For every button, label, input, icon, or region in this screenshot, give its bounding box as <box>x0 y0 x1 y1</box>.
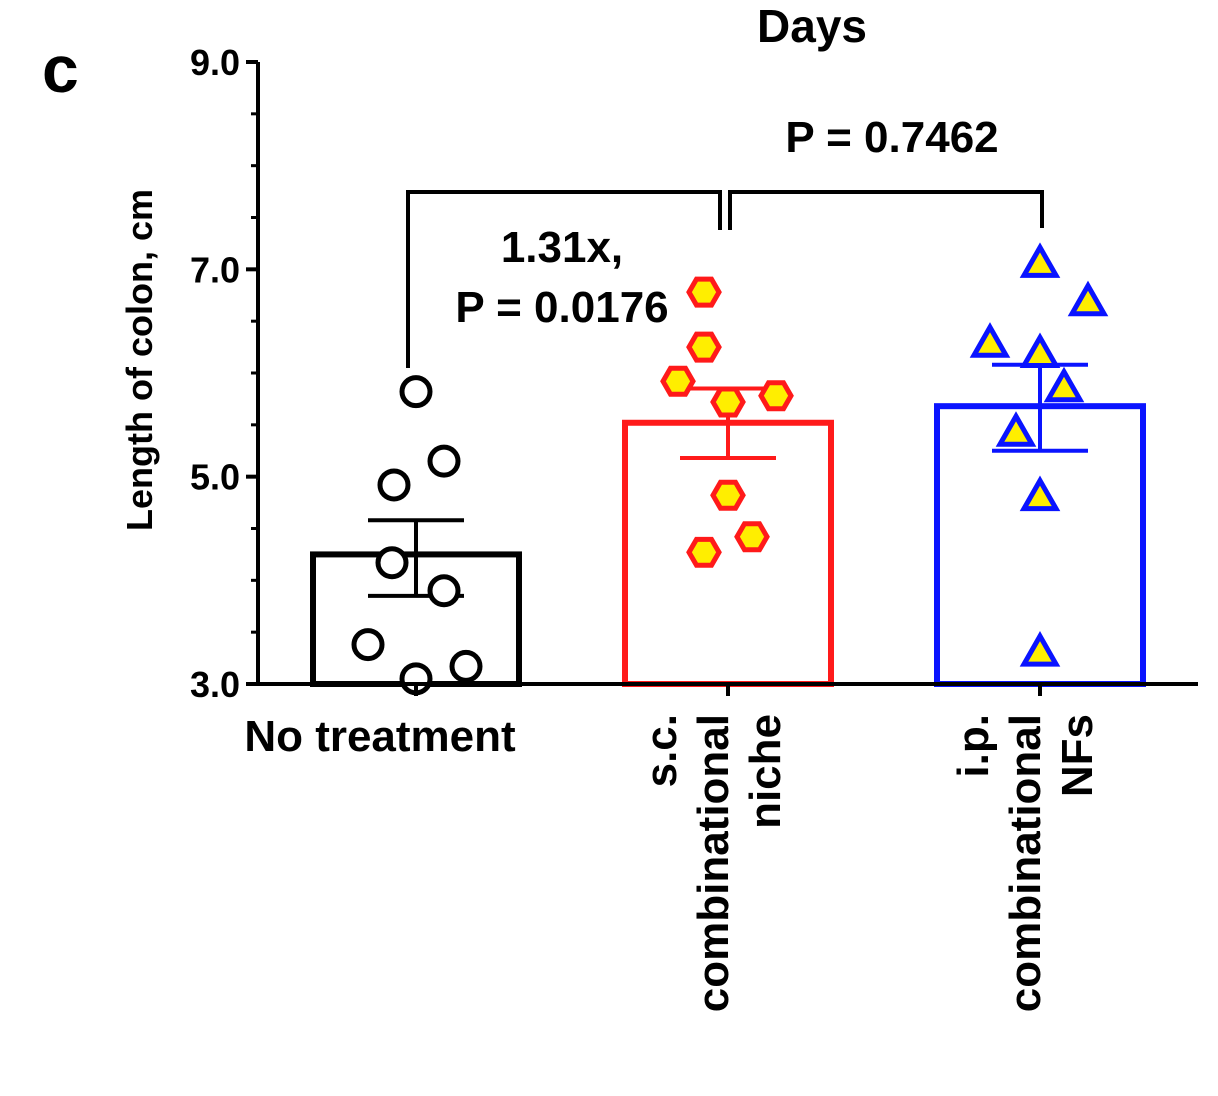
data-point <box>660 365 696 397</box>
significance-bracket <box>728 190 1044 230</box>
data-point <box>758 380 794 412</box>
x-tick-label: No treatment <box>244 712 516 761</box>
data-point <box>1019 242 1061 278</box>
annotation-text: 1.31x, <box>501 223 623 272</box>
data-point <box>686 331 722 363</box>
data-point <box>1043 366 1085 403</box>
y-tick-label: 5.0 <box>190 457 240 498</box>
data-point <box>686 276 722 308</box>
data-point <box>995 411 1037 447</box>
data-points <box>351 242 1109 696</box>
x-tick-label: s.c. combinational niche <box>637 714 790 1012</box>
x-tick-label-line: NFs <box>1053 714 1102 797</box>
x-tick-label-line: combinational <box>1001 714 1050 1012</box>
y-tick-label: 7.0 <box>190 249 240 290</box>
data-point <box>375 546 409 580</box>
x-axis-labels: No treatment s.c. combinational niche i.p. co… <box>244 684 1102 1012</box>
x-tick-label-line: combinational <box>689 714 738 1012</box>
x-tick-label-line: s.c. <box>637 714 686 787</box>
y-axis-title: Length of colon, cm <box>119 189 160 531</box>
annotation-text: P = 0.7462 <box>785 113 998 162</box>
data-point <box>427 444 461 478</box>
x-tick-label-line: i.p. <box>949 714 998 778</box>
x-tick-label: i.p. combinational NFs <box>949 714 1102 1012</box>
data-point <box>449 649 483 683</box>
data-point <box>399 375 433 409</box>
data-point <box>351 628 385 662</box>
data-point <box>1019 332 1061 368</box>
x-tick-label-line: niche <box>741 714 790 829</box>
data-point <box>710 479 746 511</box>
data-point <box>1019 475 1061 512</box>
data-point <box>734 521 770 553</box>
y-tick-label: 3.0 <box>190 664 240 705</box>
y-axis-ticks: 3.0 5.0 7.0 9.0 <box>190 42 258 705</box>
data-point <box>1067 280 1109 317</box>
data-point <box>710 386 746 418</box>
significance-brackets: 1.31x, P = 0.0176 P = 0.7462 <box>406 113 1044 368</box>
data-point <box>377 468 411 502</box>
bar <box>622 419 834 687</box>
y-tick-label: 9.0 <box>190 42 240 83</box>
annotation-text: P = 0.0176 <box>455 283 668 332</box>
panel-letter: c <box>42 32 79 106</box>
significance-bracket <box>406 190 722 368</box>
data-point <box>686 536 722 568</box>
data-point <box>427 574 461 608</box>
data-point <box>969 322 1011 358</box>
data-point <box>1019 631 1061 667</box>
top-label: Days <box>757 0 867 52</box>
